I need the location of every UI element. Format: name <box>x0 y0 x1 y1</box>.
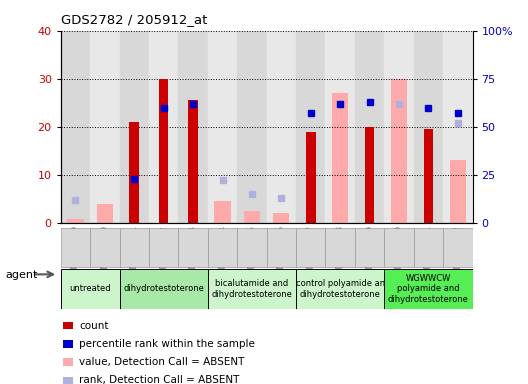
Bar <box>119 228 149 267</box>
Bar <box>296 269 384 309</box>
Bar <box>61 228 90 267</box>
Bar <box>244 211 260 223</box>
Text: GDS2782 / 205912_at: GDS2782 / 205912_at <box>61 13 207 26</box>
Bar <box>90 228 119 267</box>
Bar <box>214 201 231 223</box>
Bar <box>450 161 466 223</box>
Text: WGWWCW
polyamide and
dihydrotestoterone: WGWWCW polyamide and dihydrotestoterone <box>388 274 469 304</box>
Text: dihydrotestoterone: dihydrotestoterone <box>123 285 204 293</box>
Bar <box>178 31 208 223</box>
Bar <box>61 269 119 309</box>
Bar <box>237 228 267 267</box>
Bar <box>296 31 325 223</box>
Bar <box>68 219 83 223</box>
Bar <box>90 31 119 223</box>
Bar <box>208 228 237 267</box>
Bar <box>423 129 433 223</box>
Bar <box>296 228 325 267</box>
Bar <box>267 228 296 267</box>
Bar <box>119 269 208 309</box>
Bar <box>97 204 113 223</box>
Bar <box>325 228 355 267</box>
Bar <box>129 122 139 223</box>
Bar <box>384 269 473 309</box>
Text: untreated: untreated <box>69 285 111 293</box>
Bar <box>237 31 267 223</box>
Bar <box>355 31 384 223</box>
Text: count: count <box>79 321 109 331</box>
Bar <box>414 31 443 223</box>
Bar <box>384 31 414 223</box>
Bar <box>188 100 198 223</box>
Bar <box>178 228 208 267</box>
Bar <box>149 31 178 223</box>
Bar <box>61 31 90 223</box>
Bar <box>149 228 178 267</box>
Bar <box>208 269 296 309</box>
Bar <box>355 228 384 267</box>
Bar <box>306 131 316 223</box>
Text: agent: agent <box>5 270 37 280</box>
Bar <box>63 340 73 348</box>
Bar <box>274 213 289 223</box>
Text: bicalutamide and
dihydrotestoterone: bicalutamide and dihydrotestoterone <box>212 279 293 299</box>
Bar <box>63 322 73 329</box>
Bar <box>332 93 348 223</box>
Text: percentile rank within the sample: percentile rank within the sample <box>79 339 255 349</box>
Text: value, Detection Call = ABSENT: value, Detection Call = ABSENT <box>79 357 244 367</box>
Bar <box>63 377 73 384</box>
Text: rank, Detection Call = ABSENT: rank, Detection Call = ABSENT <box>79 375 240 384</box>
Bar <box>208 31 237 223</box>
Bar <box>443 228 473 267</box>
Bar <box>443 31 473 223</box>
Bar <box>119 31 149 223</box>
Bar <box>414 228 443 267</box>
Bar <box>365 127 374 223</box>
Bar <box>159 79 168 223</box>
Text: control polyamide an
dihydrotestoterone: control polyamide an dihydrotestoterone <box>296 279 385 299</box>
Bar <box>384 228 414 267</box>
Bar <box>267 31 296 223</box>
Bar <box>391 79 407 223</box>
Bar <box>63 359 73 366</box>
Bar <box>325 31 355 223</box>
